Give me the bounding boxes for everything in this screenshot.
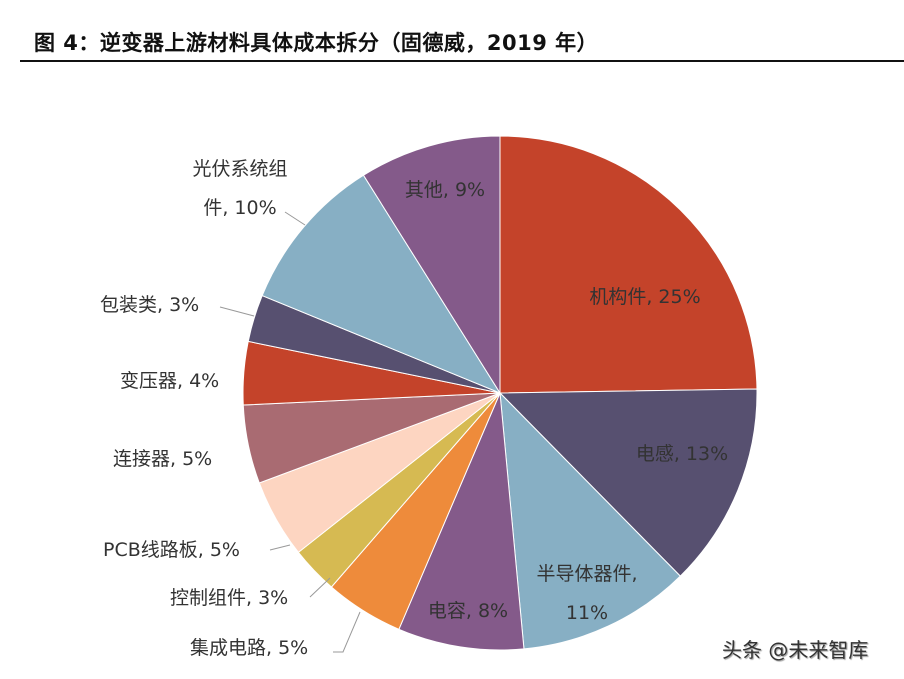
data-label-11: 件, 10% [203,197,276,219]
data-label-6: 控制组件, 3% [170,587,288,609]
title-rule [20,60,904,62]
data-label-8: 连接器, 5% [113,448,212,470]
data-label-12: 其他, 9% [405,179,485,201]
data-label-9: 变压器, 4% [120,370,219,392]
figure-title: 图 4：逆变器上游材料具体成本拆分（固德威，2019 年） [34,31,599,55]
pie-slice-3 [499,391,682,650]
pie-slice-2 [498,388,758,577]
data-label-7: PCB线路板, 5% [103,539,240,561]
leader-line-6 [309,577,331,598]
leader-line-10 [219,306,255,317]
pie-slice-1 [499,135,758,394]
watermark: 头条 @未来智库 [722,638,869,662]
data-label-1: 机构件, 25% [589,286,700,308]
data-label-4: 电容, 8% [428,600,508,622]
data-label-10: 包装类, 3% [100,294,199,316]
pie-slice-12 [362,135,501,395]
data-label-2: 电感, 13% [636,443,728,465]
data-label-5: 集成电路, 5% [190,637,308,659]
data-label-11: 光伏系统组 [192,158,287,180]
pie-slice-4 [398,392,525,651]
data-label-3: 11% [566,602,608,624]
leader-line-5 [333,611,361,653]
pie-slice-11 [261,174,502,395]
data-label-3: 半导体器件, [536,563,637,585]
leader-line-7 [269,544,291,551]
leader-line-11 [284,211,306,226]
